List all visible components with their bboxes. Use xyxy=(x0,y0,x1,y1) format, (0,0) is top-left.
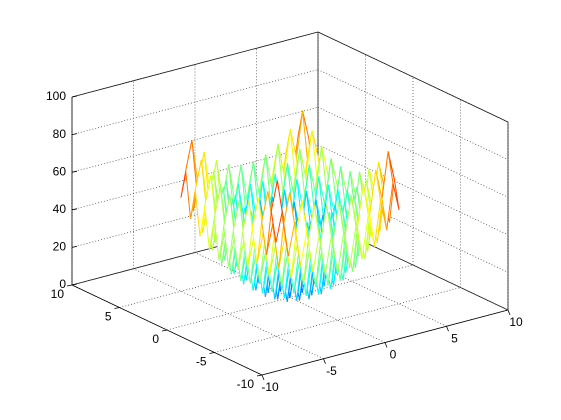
z-tick-label: 60 xyxy=(53,164,67,178)
z-tick-label: 80 xyxy=(53,127,67,141)
tick-mark xyxy=(209,352,215,354)
x-tick-label: -5 xyxy=(326,364,337,378)
tick-mark xyxy=(71,133,78,135)
grid-line xyxy=(317,144,509,236)
tick-mark xyxy=(161,329,168,332)
tick-mark xyxy=(507,309,511,316)
grid-line xyxy=(71,31,319,98)
y-tick-label: 5 xyxy=(105,310,112,324)
tick-mark xyxy=(256,374,263,377)
grid-line xyxy=(317,219,509,311)
grid-line xyxy=(71,69,319,135)
tick-mark xyxy=(71,246,78,248)
grid-line xyxy=(71,144,319,211)
y-tick-label: -10 xyxy=(237,377,255,391)
grid-line xyxy=(166,264,414,331)
grid-line xyxy=(119,242,366,308)
x-tick-label: 5 xyxy=(451,331,458,345)
x-axis xyxy=(261,309,509,376)
z-tick-label: 0 xyxy=(59,277,66,291)
grid-line xyxy=(256,235,447,327)
grid-line xyxy=(317,182,509,273)
y-tick-label: 0 xyxy=(152,332,159,346)
x-tick-label: 0 xyxy=(390,348,397,362)
grid-line xyxy=(214,287,461,353)
tick-mark xyxy=(261,374,265,381)
tick-mark xyxy=(66,284,73,287)
tick-mark xyxy=(323,358,326,364)
grid-line xyxy=(71,182,319,248)
x-tick-label: 10 xyxy=(509,315,523,329)
tick-mark xyxy=(71,95,78,98)
grid-line xyxy=(71,106,319,173)
z-tick-label: 100 xyxy=(46,89,66,103)
tick-mark xyxy=(71,208,78,211)
tick-mark xyxy=(446,326,449,332)
z-tick-label: 40 xyxy=(53,202,67,216)
grid-line xyxy=(71,219,319,286)
tick-mark xyxy=(114,307,120,309)
z-tick-label: 20 xyxy=(53,240,67,254)
tick-mark xyxy=(71,170,78,173)
grid-line xyxy=(317,31,509,123)
y-tick-label: 10 xyxy=(51,287,65,301)
grid-line xyxy=(317,69,509,160)
y-axis xyxy=(71,284,263,376)
grid-line xyxy=(317,106,509,198)
mesh-cell xyxy=(270,180,283,243)
tick-mark xyxy=(71,283,78,286)
tick-mark xyxy=(384,342,388,348)
y-tick-label: -5 xyxy=(196,355,207,369)
x-tick-label: -10 xyxy=(261,380,279,394)
